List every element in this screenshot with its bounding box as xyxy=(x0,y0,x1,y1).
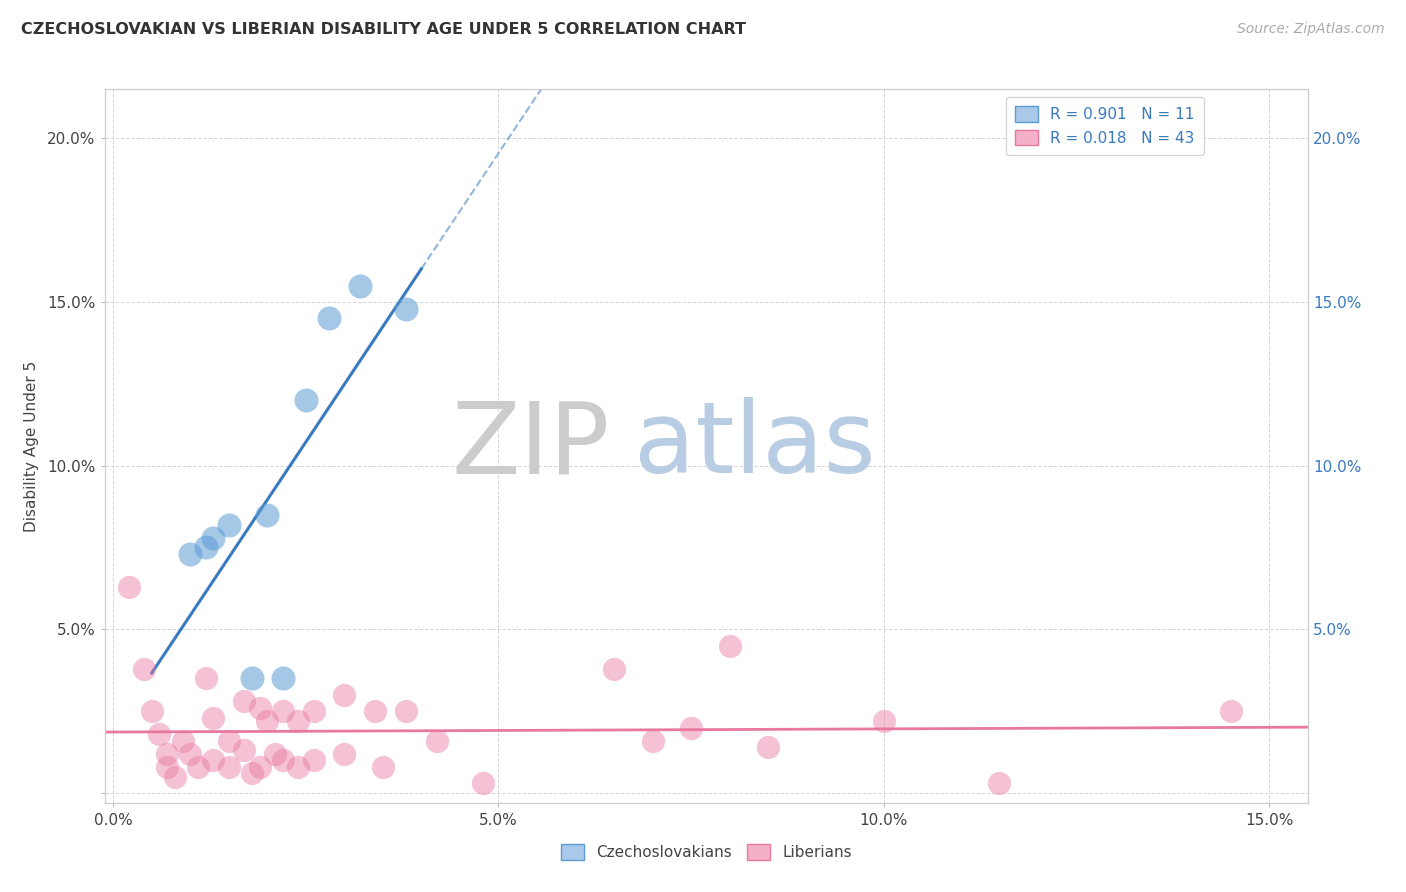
Text: Source: ZipAtlas.com: Source: ZipAtlas.com xyxy=(1237,22,1385,37)
Point xyxy=(333,688,356,702)
Point xyxy=(333,747,356,761)
Point xyxy=(179,547,201,561)
Point xyxy=(218,733,240,747)
Point xyxy=(172,733,194,747)
Point xyxy=(264,747,287,761)
Point xyxy=(218,760,240,774)
Point xyxy=(641,733,664,747)
Point xyxy=(271,753,294,767)
Text: ZIP: ZIP xyxy=(451,398,610,494)
Point xyxy=(988,776,1011,790)
Point xyxy=(156,747,179,761)
Point xyxy=(302,753,325,767)
Point xyxy=(756,740,779,755)
Point xyxy=(395,704,418,718)
Point xyxy=(271,672,294,686)
Point xyxy=(395,301,418,316)
Point xyxy=(364,704,387,718)
Point xyxy=(256,714,278,728)
Point xyxy=(240,766,263,780)
Point xyxy=(156,760,179,774)
Text: atlas: atlas xyxy=(634,398,876,494)
Point xyxy=(302,704,325,718)
Point xyxy=(233,743,256,757)
Point xyxy=(371,760,394,774)
Text: CZECHOSLOVAKIAN VS LIBERIAN DISABILITY AGE UNDER 5 CORRELATION CHART: CZECHOSLOVAKIAN VS LIBERIAN DISABILITY A… xyxy=(21,22,747,37)
Point xyxy=(287,760,309,774)
Point xyxy=(718,639,741,653)
Point xyxy=(349,278,371,293)
Point xyxy=(681,721,703,735)
Point xyxy=(426,733,449,747)
Point xyxy=(141,704,163,718)
Y-axis label: Disability Age Under 5: Disability Age Under 5 xyxy=(24,360,39,532)
Point xyxy=(187,760,209,774)
Point xyxy=(1219,704,1241,718)
Point xyxy=(256,508,278,522)
Point xyxy=(271,704,294,718)
Point xyxy=(318,311,340,326)
Point xyxy=(132,662,155,676)
Legend: Czechoslovakians, Liberians: Czechoslovakians, Liberians xyxy=(555,838,858,866)
Point xyxy=(249,701,271,715)
Point xyxy=(148,727,170,741)
Point xyxy=(202,711,225,725)
Point xyxy=(194,672,217,686)
Point xyxy=(249,760,271,774)
Point xyxy=(233,694,256,708)
Point xyxy=(287,714,309,728)
Point xyxy=(295,393,318,408)
Point xyxy=(194,541,217,555)
Point xyxy=(240,672,263,686)
Point xyxy=(117,580,139,594)
Point xyxy=(603,662,626,676)
Point xyxy=(472,776,495,790)
Point xyxy=(218,517,240,532)
Point xyxy=(873,714,896,728)
Point xyxy=(179,747,201,761)
Point xyxy=(202,531,225,545)
Point xyxy=(202,753,225,767)
Point xyxy=(163,770,186,784)
